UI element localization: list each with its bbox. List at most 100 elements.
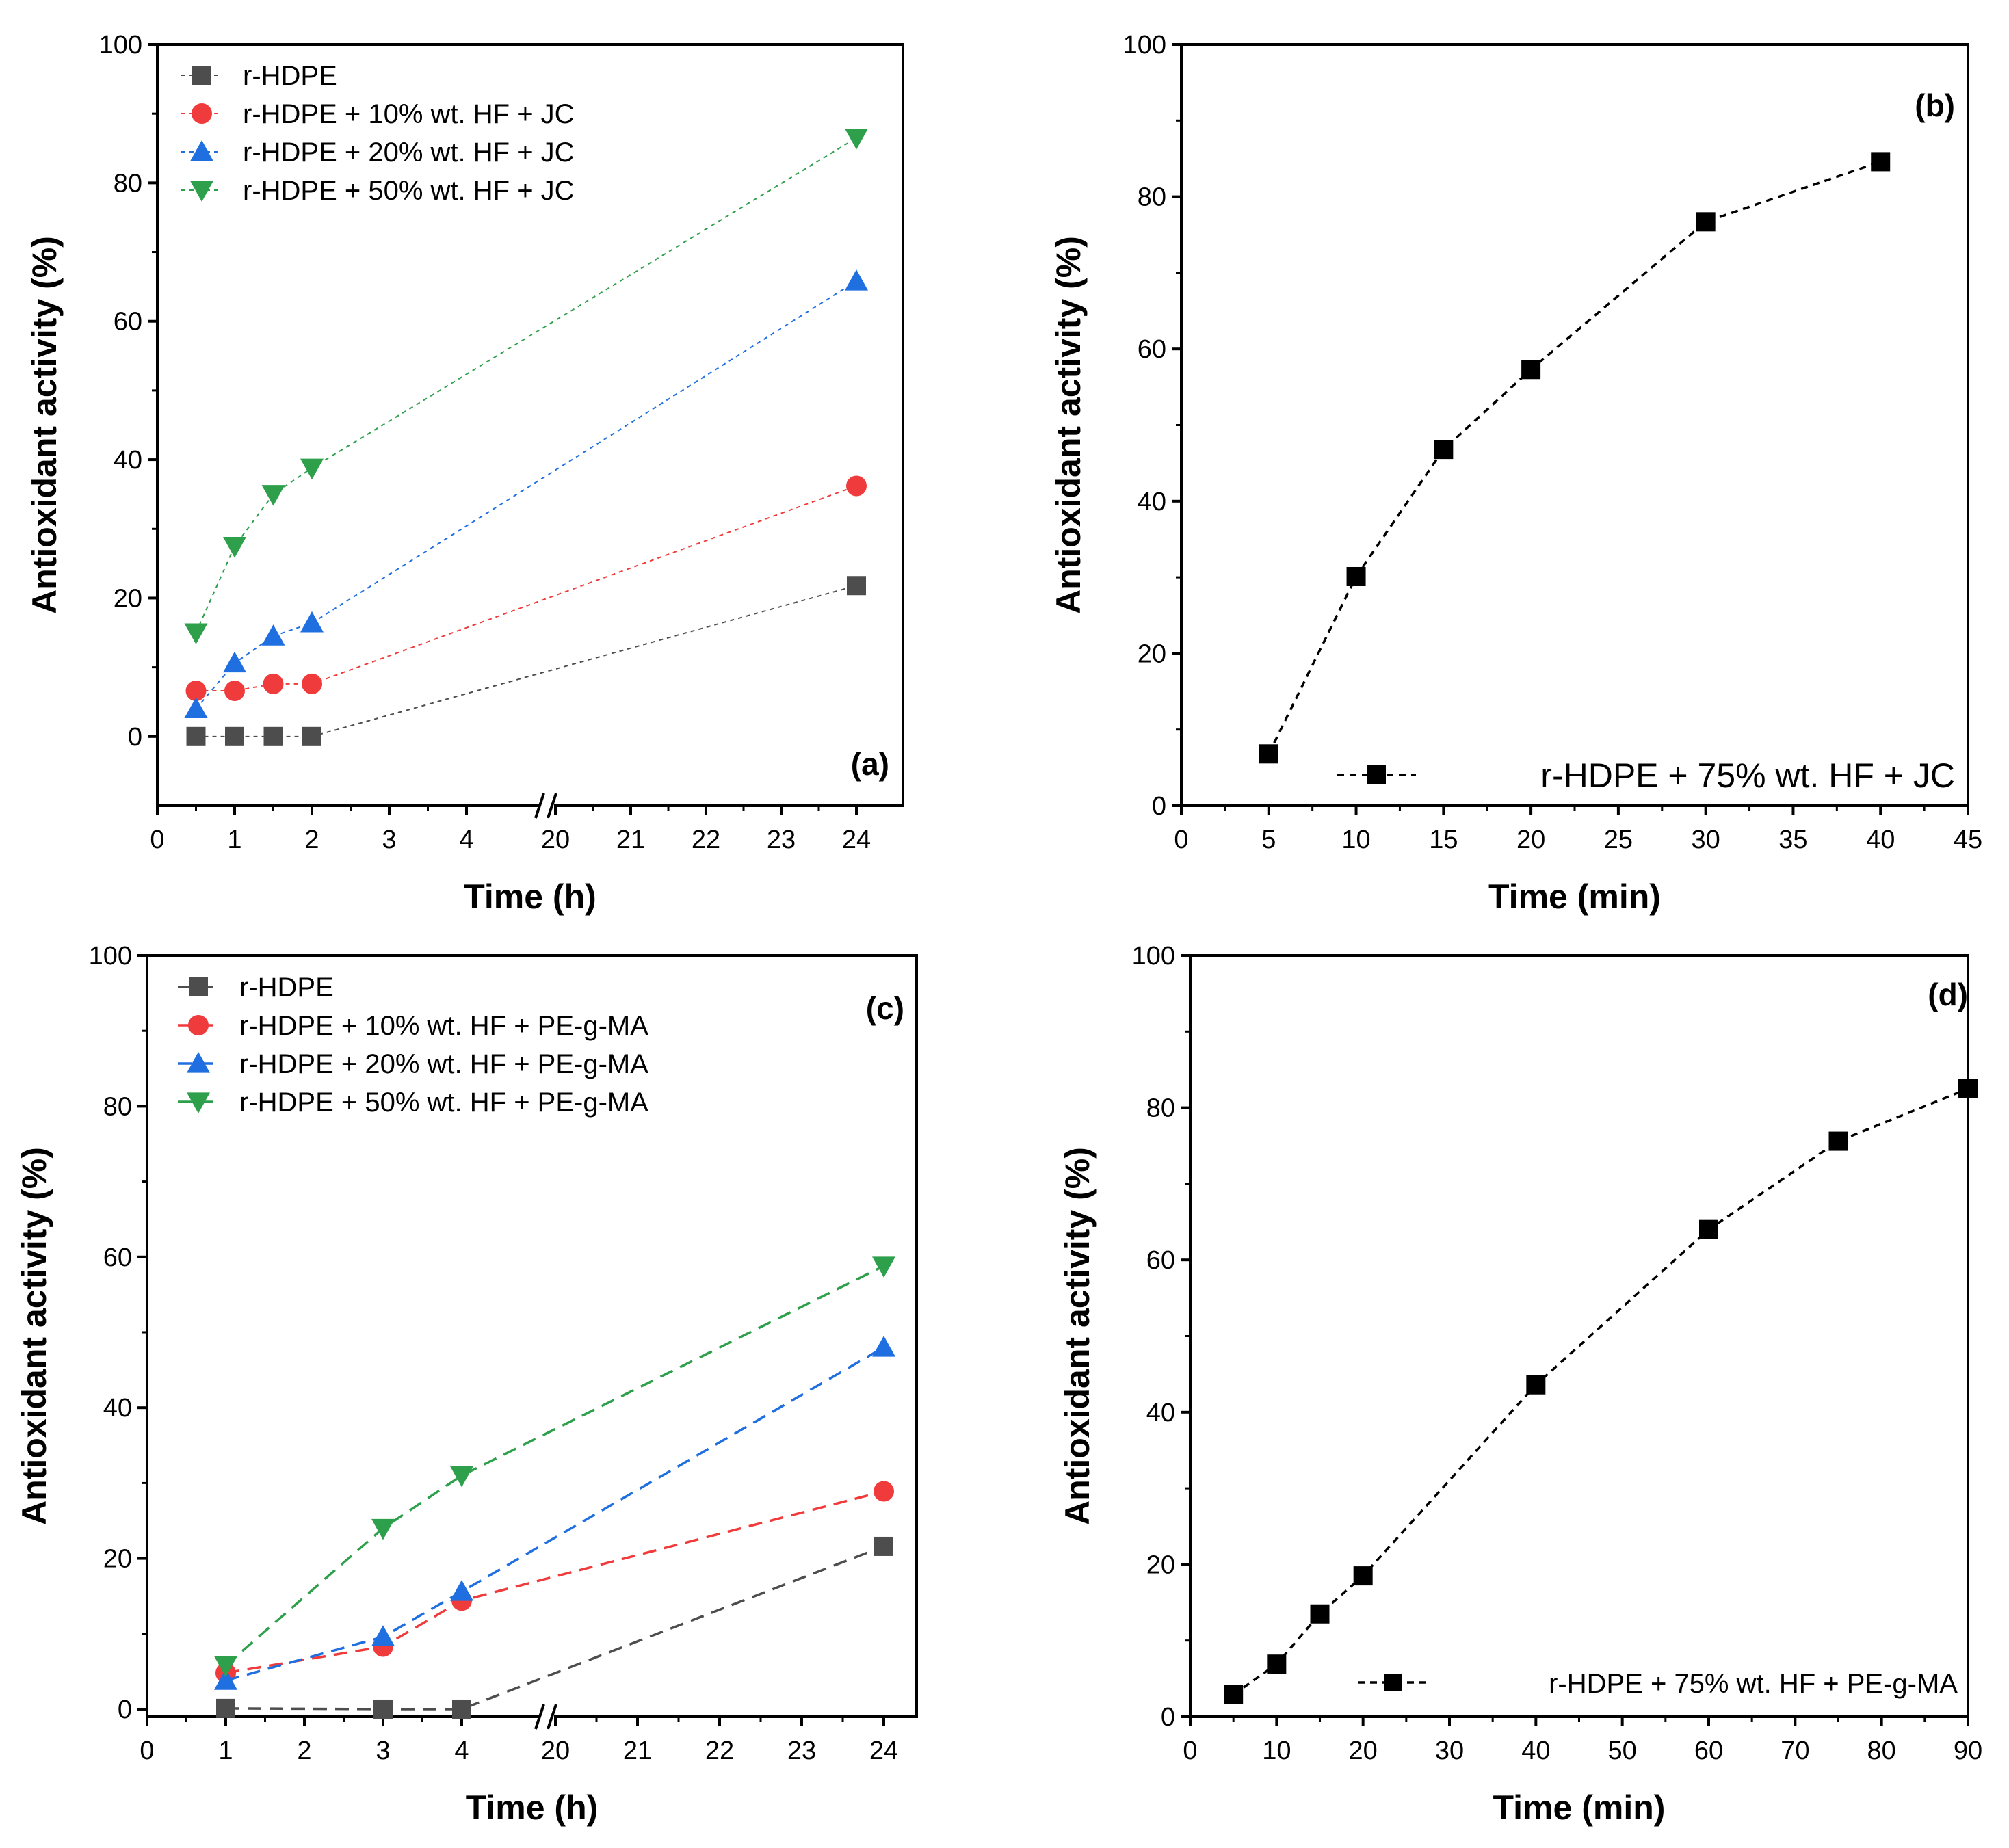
y-tick-label: 0 xyxy=(1161,1703,1175,1732)
series-line xyxy=(224,1265,884,1667)
data-point xyxy=(450,1580,473,1601)
data-point xyxy=(302,673,322,694)
data-point xyxy=(1871,152,1891,172)
axis-break-mark xyxy=(534,793,545,819)
x-tick-label: 24 xyxy=(869,1737,898,1765)
x-tick-label: 3 xyxy=(382,826,396,854)
x-tick-label: 0 xyxy=(1174,826,1188,854)
x-tick-label: 10 xyxy=(1341,826,1370,854)
x-tick-label: 23 xyxy=(767,826,796,854)
y-tick-label: 100 xyxy=(89,942,132,971)
data-point xyxy=(373,1699,393,1719)
data-point xyxy=(845,128,868,150)
y-tick-label: 80 xyxy=(103,1092,132,1121)
x-tick-label: 21 xyxy=(616,826,645,854)
data-point xyxy=(1224,1685,1244,1704)
x-tick-label: 0 xyxy=(1183,1737,1197,1765)
axis-break-mark xyxy=(547,793,557,819)
x-tick-label: 0 xyxy=(140,1737,154,1765)
data-point xyxy=(302,726,321,746)
x-tick-label: 1 xyxy=(218,1737,233,1765)
x-axis-title: Time (min) xyxy=(1488,877,1661,916)
legend-marker xyxy=(192,66,211,85)
x-tick-label: 50 xyxy=(1608,1737,1637,1765)
data-point xyxy=(216,1698,235,1718)
y-tick-label: 0 xyxy=(118,1695,132,1724)
series-line xyxy=(1233,1087,1969,1696)
x-tick-label: 4 xyxy=(459,826,473,854)
data-point xyxy=(263,726,283,746)
y-tick-label: 0 xyxy=(1152,792,1166,821)
data-point xyxy=(300,458,324,480)
x-tick-label: 2 xyxy=(304,826,319,854)
legend-marker xyxy=(187,1092,210,1113)
data-point xyxy=(261,485,285,506)
data-point xyxy=(845,269,868,291)
legend-marker xyxy=(190,140,213,161)
series-line xyxy=(1268,160,1881,755)
x-tick-label: 35 xyxy=(1778,826,1807,854)
x-tick-label: 20 xyxy=(1349,1737,1378,1765)
x-tick-label: 4 xyxy=(454,1737,469,1765)
x-tick-label: 90 xyxy=(1954,1737,1982,1765)
data-point xyxy=(214,1669,237,1690)
x-tick-label: 3 xyxy=(376,1737,390,1765)
y-tick-label: 20 xyxy=(114,584,142,613)
y-tick-label: 100 xyxy=(1132,942,1175,971)
x-axis-title: Time (h) xyxy=(466,1788,599,1827)
x-tick-label: 20 xyxy=(541,1737,570,1765)
y-tick-label: 100 xyxy=(1123,31,1166,60)
legend-marker xyxy=(192,103,212,124)
legend-label: r-HDPE + 75% wt. HF + JC xyxy=(1540,756,1955,795)
data-point xyxy=(874,1481,894,1502)
x-tick-label: 22 xyxy=(692,826,720,854)
x-tick-label: 23 xyxy=(787,1737,816,1765)
legend-marker xyxy=(189,977,208,996)
legend-label: r-HDPE xyxy=(243,61,337,91)
y-tick-label: 60 xyxy=(1138,335,1166,364)
x-tick-label: 45 xyxy=(1954,826,1982,854)
x-tick-label: 20 xyxy=(541,826,570,854)
x-tick-label: 1 xyxy=(227,826,241,854)
series-line xyxy=(225,1490,884,1674)
plot-frame xyxy=(1189,954,1969,1718)
data-point xyxy=(847,576,866,596)
data-point xyxy=(371,1625,395,1646)
series-line xyxy=(196,485,857,692)
y-tick-label: 20 xyxy=(1146,1550,1175,1579)
legend-label: r-HDPE + 50% wt. HF + JC xyxy=(243,176,575,206)
data-point xyxy=(872,1336,895,1357)
legend-label: r-HDPE xyxy=(239,973,334,1003)
y-tick-label: 40 xyxy=(1138,488,1166,516)
panel-label: (d) xyxy=(1928,977,1968,1012)
y-tick-label: 20 xyxy=(1138,639,1166,668)
data-point xyxy=(223,536,246,558)
y-tick-label: 40 xyxy=(114,446,142,475)
y-tick-label: 80 xyxy=(1138,183,1166,212)
y-axis-title: Antioxidant activity (%) xyxy=(1058,1147,1097,1525)
data-point xyxy=(1699,1219,1718,1239)
x-tick-label: 2 xyxy=(297,1737,311,1765)
data-point xyxy=(300,611,324,633)
data-point xyxy=(185,681,207,702)
legend-marker xyxy=(190,181,213,202)
legend-label: r-HDPE + 10% wt. HF + PE-g-MA xyxy=(239,1011,648,1041)
data-point xyxy=(224,681,245,702)
data-point xyxy=(186,726,206,746)
data-point xyxy=(452,1699,471,1719)
x-tick-label: 80 xyxy=(1867,1737,1896,1765)
series-line xyxy=(196,585,857,737)
x-tick-label: 60 xyxy=(1694,1737,1723,1765)
series-line xyxy=(225,1346,884,1682)
series-line xyxy=(195,137,857,633)
y-tick-label: 80 xyxy=(114,169,142,198)
data-point xyxy=(1526,1375,1546,1395)
legend-label: r-HDPE + 10% wt. HF + JC xyxy=(243,99,575,129)
y-tick-label: 40 xyxy=(103,1394,132,1423)
x-tick-label: 24 xyxy=(842,826,871,854)
legend-marker xyxy=(1384,1674,1402,1691)
data-point xyxy=(1310,1604,1330,1624)
x-tick-label: 20 xyxy=(1516,826,1545,854)
x-tick-label: 0 xyxy=(150,826,164,854)
